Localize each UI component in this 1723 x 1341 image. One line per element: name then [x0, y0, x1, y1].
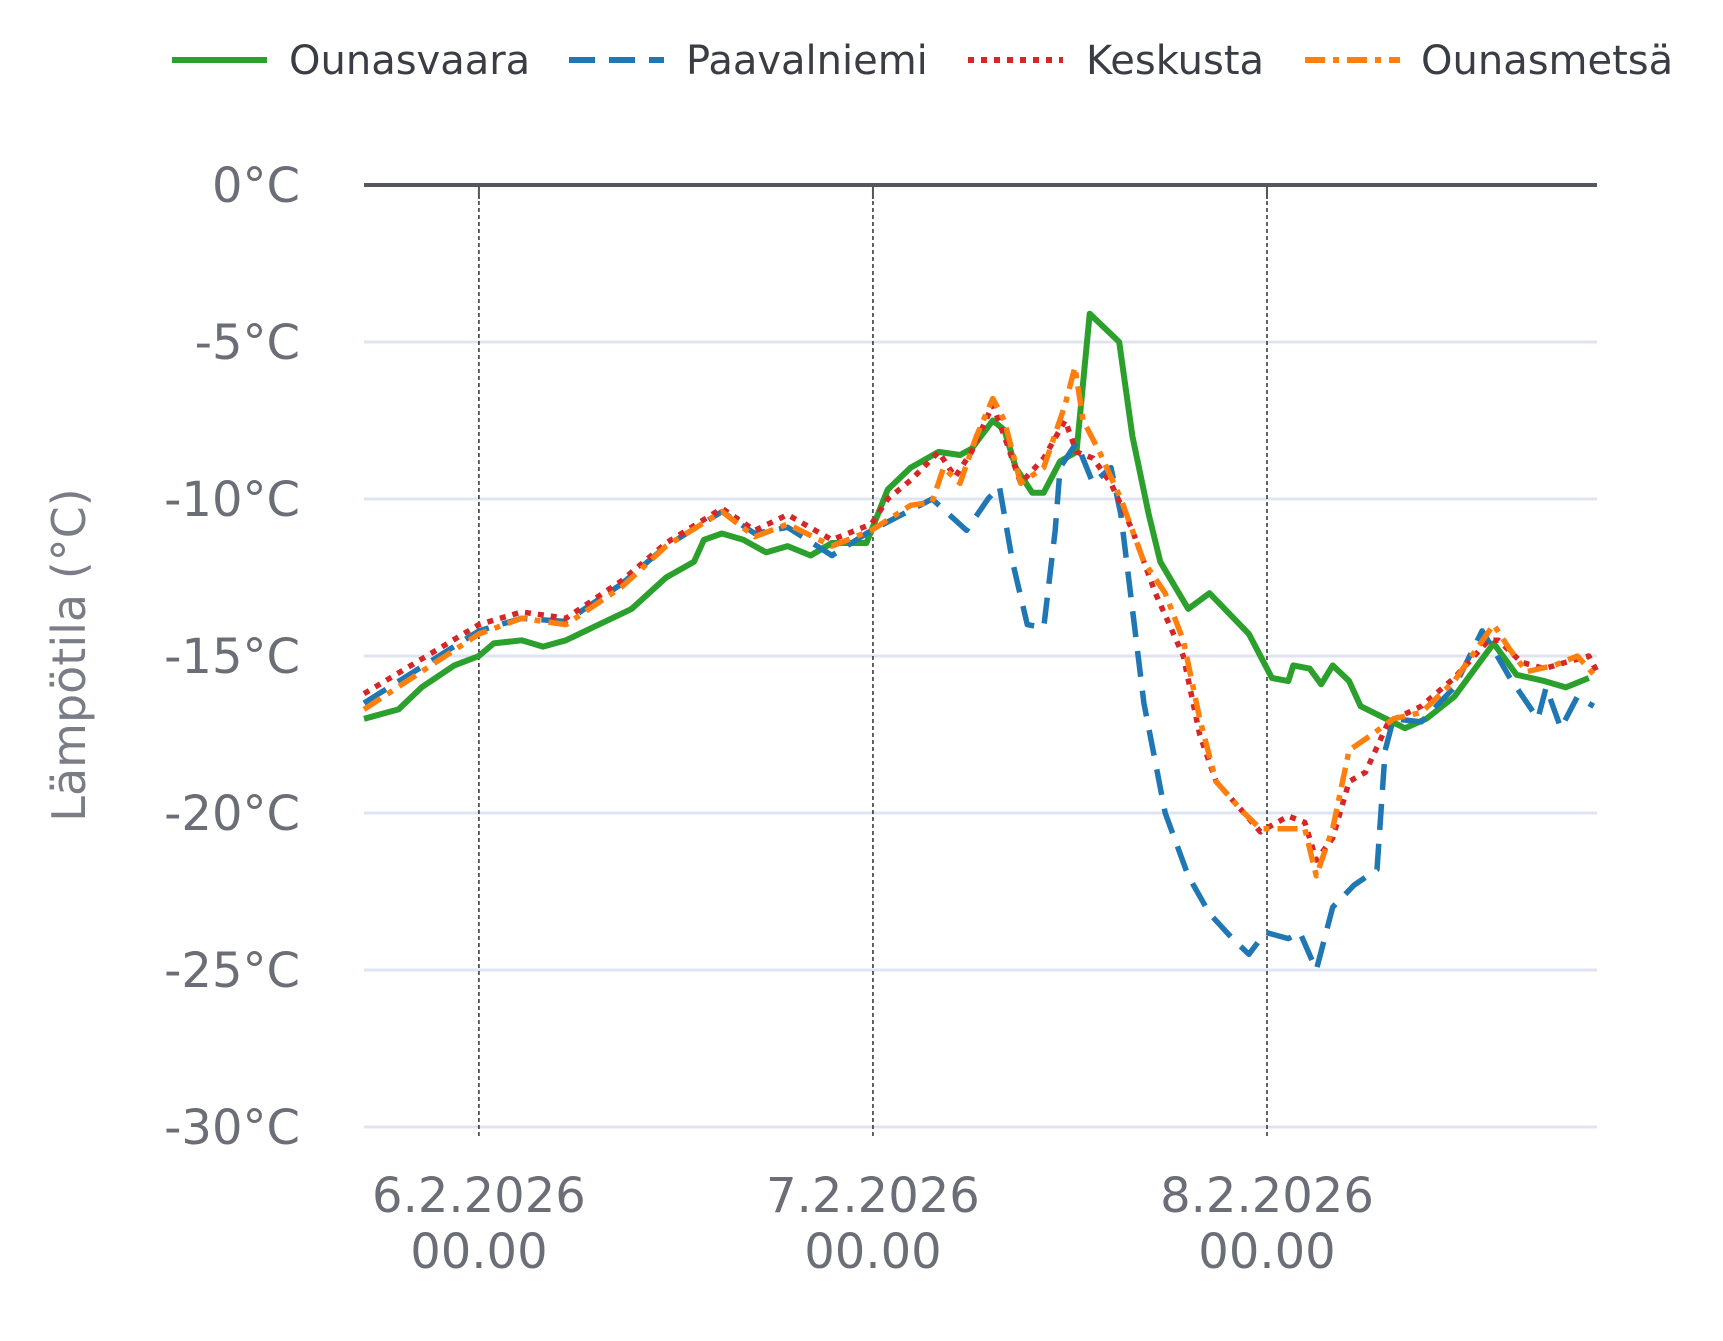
series-line-ounasvaara [363, 310, 1590, 732]
y-axis-title: Lämpötila (°C) [42, 488, 96, 821]
legend-item-ounasvaara[interactable]: Ounasvaara [172, 38, 530, 84]
x-tick-label: 00.00 [410, 1224, 547, 1280]
legend-label: Keskusta [1086, 38, 1264, 84]
x-tick-label: 00.00 [804, 1224, 941, 1280]
y-tick-label: -30°C [164, 1100, 300, 1156]
day-marker-lines [477, 185, 1268, 1139]
y-tick-label: -15°C [164, 629, 300, 685]
x-tick-label: 00.00 [1198, 1224, 1335, 1280]
y-axis-ticks: 0°C -5°C -10°C -15°C -20°C -25°C -30°C [164, 158, 300, 1156]
legend-label: Ounasmetsä [1421, 38, 1673, 84]
y-tick-label: -5°C [195, 315, 300, 371]
legend-item-ounasmetsä[interactable]: Ounasmetsä [1305, 38, 1673, 84]
legend-label: Ounasvaara [289, 38, 530, 84]
legend: Ounasvaara Paavalniemi Keskusta Ounasmetsä [172, 38, 1673, 84]
x-tick-label: 6.2.2026 [372, 1168, 586, 1224]
legend-label: Paavalniemi [686, 38, 928, 84]
y-tick-label: -10°C [164, 472, 300, 528]
series-line-paavalniemi [362, 439, 1596, 973]
series-lines [362, 310, 1600, 973]
y-tick-label: 0°C [212, 158, 300, 214]
y-tick-label: -20°C [164, 786, 300, 842]
legend-item-paavalniemi[interactable]: Paavalniemi [569, 38, 928, 84]
y-tick-label: -25°C [164, 943, 300, 999]
legend-item-keskusta[interactable]: Keskusta [968, 38, 1264, 84]
grid [364, 183, 1597, 1129]
series-line-keskusta [362, 402, 1600, 863]
x-tick-label: 8.2.2026 [1160, 1168, 1374, 1224]
x-tick-label: 7.2.2026 [766, 1168, 980, 1224]
series-line-ounasmetsä [362, 364, 1600, 879]
